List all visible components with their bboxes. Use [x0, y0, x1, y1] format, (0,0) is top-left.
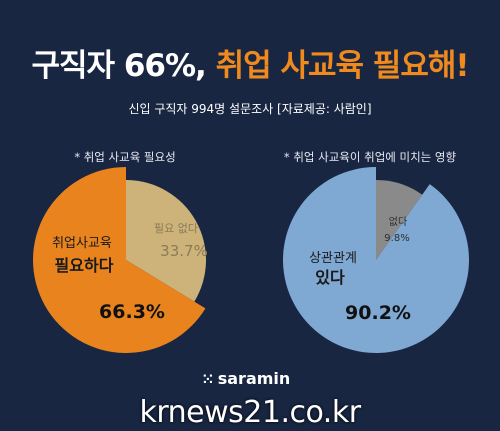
- major-slice-label-2: 필요하다: [55, 256, 114, 275]
- major-slice-label-2: 있다: [315, 268, 345, 287]
- major-slice-value: 66.3%: [99, 301, 165, 323]
- saramin-logo: ⁙ saramin: [202, 369, 290, 388]
- pie-slice-minor: [126, 180, 206, 302]
- minor-slice-value: 33.7%: [160, 242, 208, 260]
- logo-dots-icon: ⁙: [202, 372, 214, 388]
- major-slice-label: 상관관계: [309, 251, 357, 266]
- minor-slice-label: 필요 없다: [154, 222, 198, 235]
- pie-slice-major: [283, 167, 469, 353]
- title-white: 구직자 66%,: [31, 48, 206, 84]
- chart2-title: * 취업 사교육이 취업에 미치는 영향: [283, 150, 457, 164]
- watermark: krnews21.co.kr: [139, 395, 361, 430]
- logo-text: saramin: [217, 369, 291, 388]
- pie-slice-minor: [376, 180, 423, 260]
- major-slice-label: 취업사교육: [52, 236, 112, 251]
- major-slice-value: 90.2%: [345, 302, 411, 324]
- chart1-title: * 취업 사교육 필요성: [74, 150, 176, 164]
- survey-subtitle: 신입 구직자 994명 설문조사 [자료제공: 사람인]: [128, 102, 372, 116]
- pie-slice-major: [33, 167, 206, 354]
- title-orange: 취업 사교육 필요해!: [215, 48, 470, 84]
- minor-slice-value: 9.8%: [384, 233, 409, 244]
- minor-slice-label: 없다: [389, 215, 407, 228]
- page-title: 구직자 66%, 취업 사교육 필요해!: [0, 40, 500, 85]
